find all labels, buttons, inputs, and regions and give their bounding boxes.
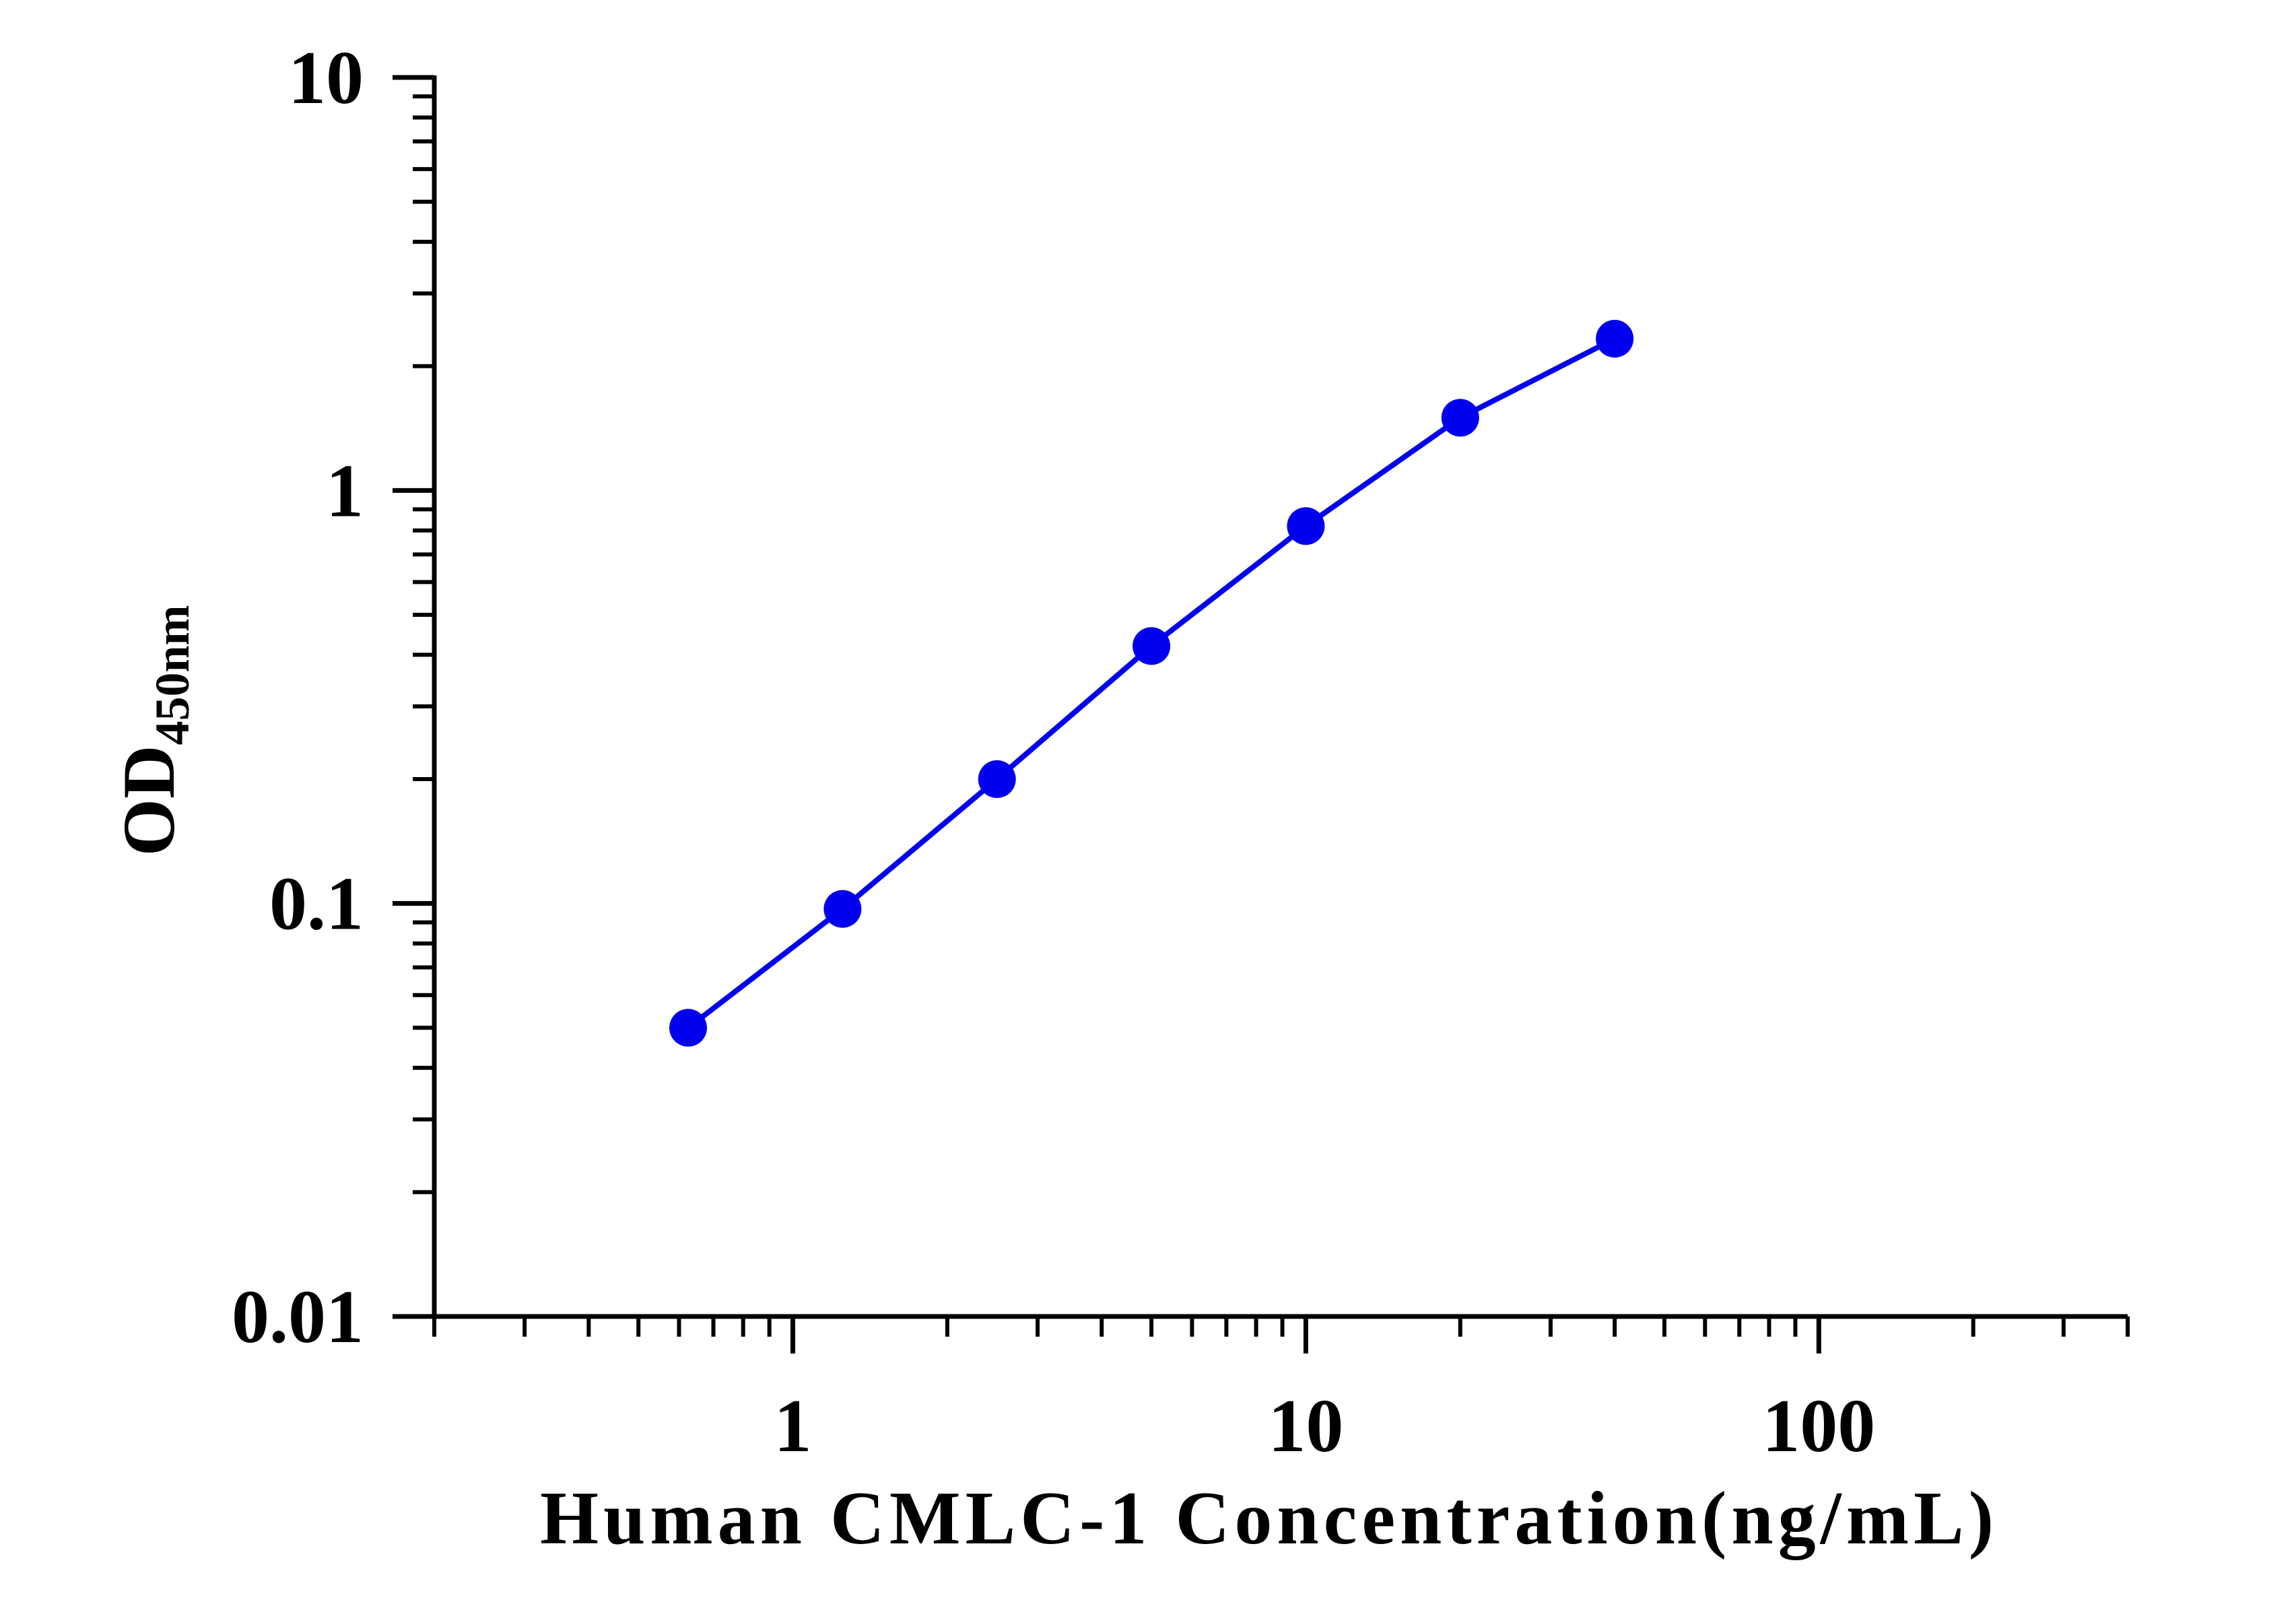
data-point <box>1287 507 1325 545</box>
data-point <box>1133 627 1171 665</box>
data-point <box>1441 399 1479 437</box>
y-axis-title: OD450nm <box>108 605 199 856</box>
y-tick-label: 0.1 <box>269 863 364 946</box>
data-point <box>978 760 1016 799</box>
data-point <box>669 1009 708 1047</box>
x-tick-label: 1 <box>774 1384 812 1468</box>
data-point <box>823 890 862 928</box>
axes-layer: 0.01 0.1 1 10 1 10 100 <box>232 36 2130 1468</box>
x-tick-label: 100 <box>1762 1384 1875 1468</box>
x-tick-label: 10 <box>1268 1384 1343 1468</box>
series-line <box>685 336 1618 1031</box>
series-layer <box>669 320 1634 1047</box>
x-axis-title: Human CMLC-1 Concentration(ng/mL) <box>540 1477 1998 1560</box>
y-axis-title-main: OD <box>108 745 190 857</box>
labels-layer: Human CMLC-1 Concentration(ng/mL) OD450n… <box>108 605 1998 1560</box>
y-tick-label: 10 <box>288 36 364 120</box>
y-tick-label: 1 <box>326 449 364 533</box>
data-point <box>1596 320 1634 358</box>
y-axis-title-subscript: 450nm <box>145 605 199 745</box>
y-tick-label: 0.01 <box>232 1275 364 1359</box>
